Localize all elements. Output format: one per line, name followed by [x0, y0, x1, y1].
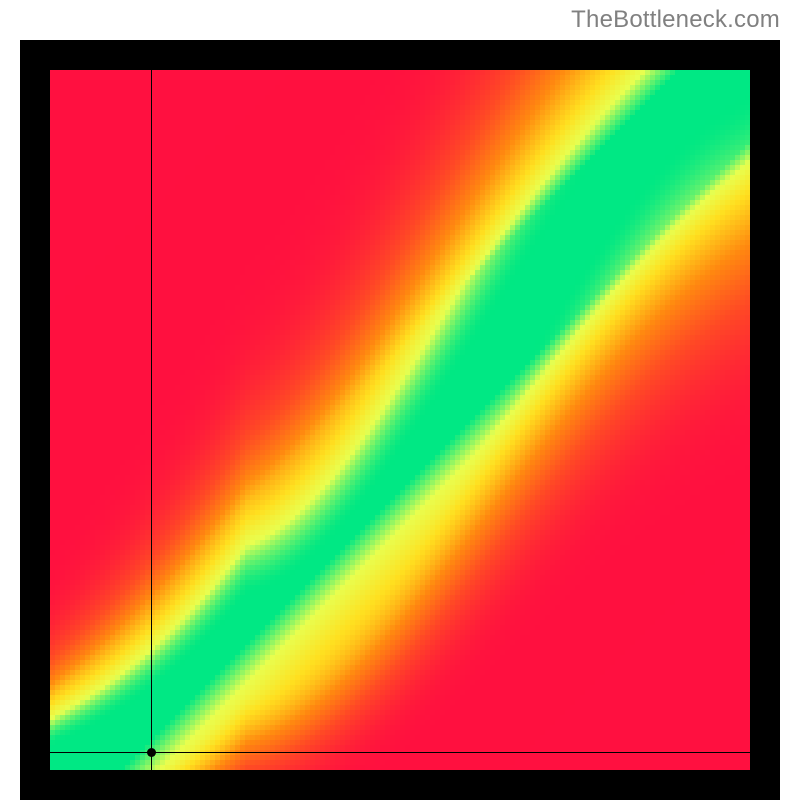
page-root: TheBottleneck.com	[0, 0, 800, 800]
crosshair-vertical-line	[151, 70, 153, 770]
bottleneck-heatmap	[50, 70, 750, 770]
watermark-text: TheBottleneck.com	[571, 6, 780, 34]
crosshair-marker-dot	[147, 748, 156, 757]
